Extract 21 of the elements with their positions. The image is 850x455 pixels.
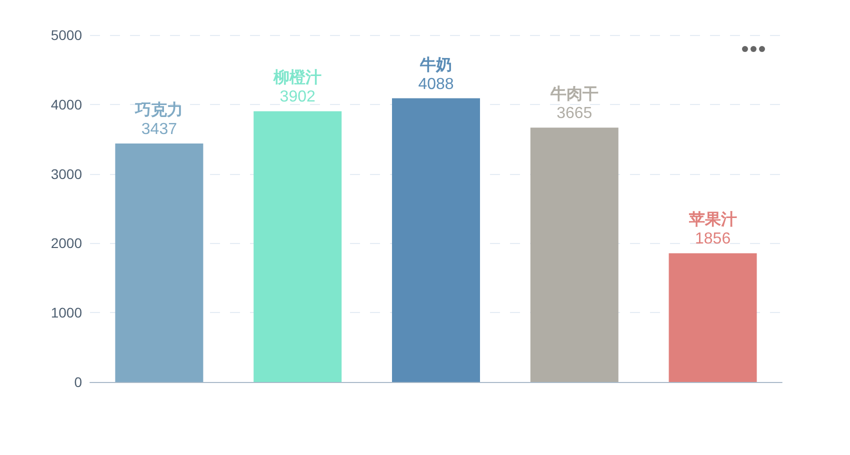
y-tick-label: 3000 bbox=[50, 166, 82, 182]
bar bbox=[254, 111, 342, 382]
bar bbox=[668, 253, 757, 382]
data-label: 4088 bbox=[418, 76, 454, 93]
bar bbox=[392, 98, 480, 382]
y-tick-label: 4000 bbox=[50, 96, 82, 112]
data-label: 3665 bbox=[556, 105, 592, 122]
y-tick-label: 1000 bbox=[50, 304, 82, 321]
bar bbox=[530, 128, 618, 382]
y-tick-label: 5000 bbox=[50, 27, 82, 43]
x-tick-label: 苹果汁 bbox=[688, 210, 737, 229]
data-label: 3437 bbox=[141, 120, 178, 138]
data-label: 3902 bbox=[280, 88, 316, 106]
y-tick-label: 0 bbox=[74, 374, 82, 390]
data-label: 1856 bbox=[695, 230, 731, 248]
x-tick-label: 柳橙汁 bbox=[272, 68, 322, 87]
x-tick-label: 牛肉干 bbox=[549, 85, 598, 104]
x-tick-label: 巧克力 bbox=[134, 100, 184, 119]
y-tick-label: 2000 bbox=[50, 235, 82, 252]
bar bbox=[115, 143, 204, 382]
x-tick-label: 牛奶 bbox=[419, 56, 452, 74]
